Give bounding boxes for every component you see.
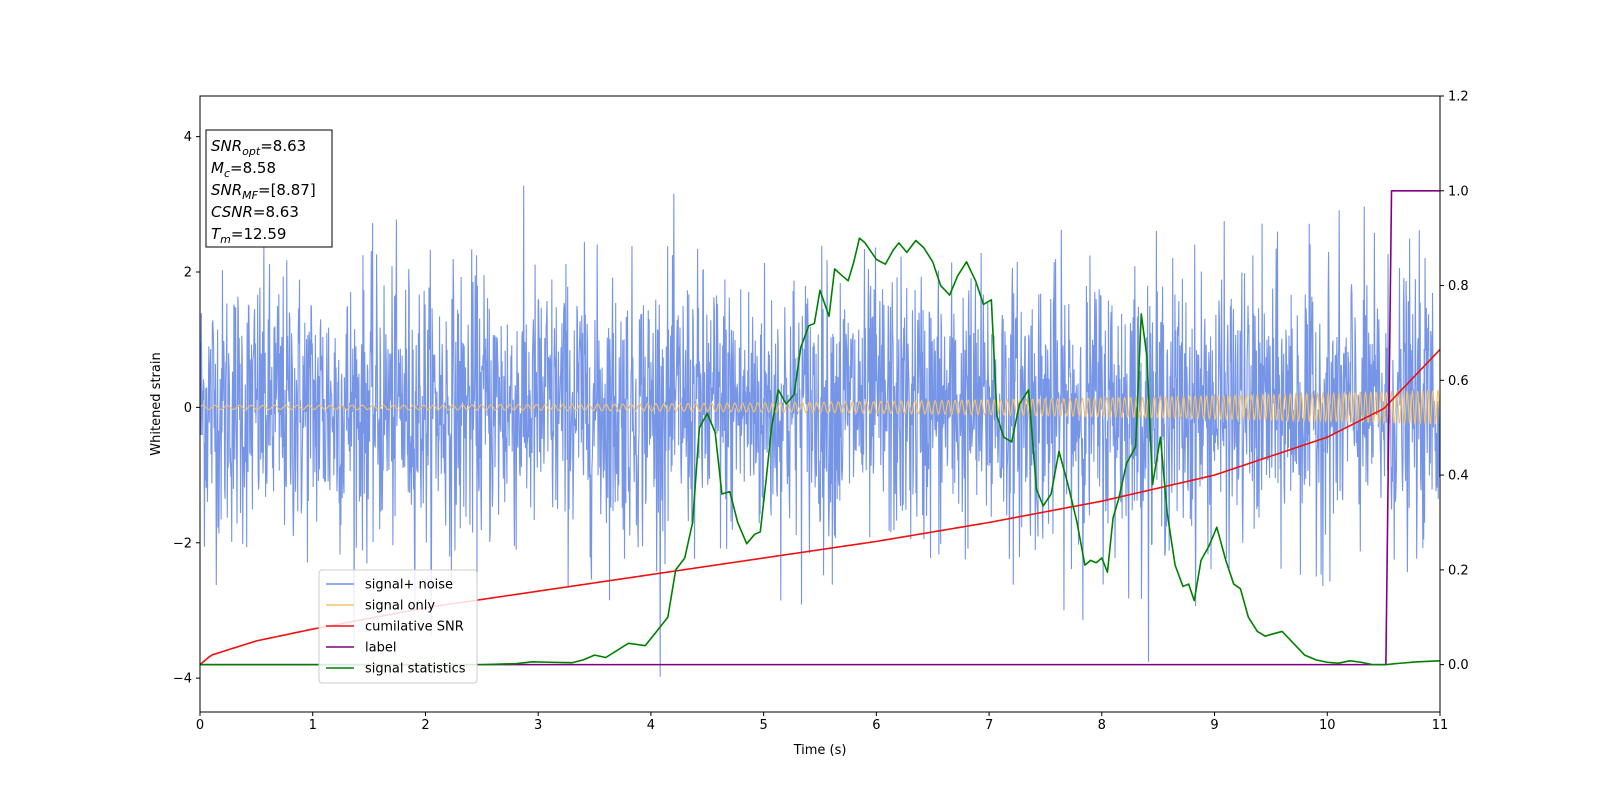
- plot-frame: [199, 95, 1441, 713]
- legend-label-signal-statistics: signal statistics: [365, 662, 466, 677]
- annotation-symbol: SNR: [211, 137, 242, 155]
- legend: signal+ noise signal only cumilative SNR la…: [318, 569, 478, 684]
- x-tick-label: 10: [1319, 718, 1336, 733]
- annotation-line: Tm=12.59: [211, 225, 286, 246]
- annotation-subscript: opt: [242, 145, 261, 158]
- x-axis-ticks: 0 1 2 3 4 5 6 7 8 9 10 11: [196, 712, 1448, 733]
- annotation-subscript: c: [224, 167, 230, 180]
- annotation-value: =12.59: [231, 225, 287, 243]
- x-tick-label: 9: [1210, 718, 1218, 733]
- series-signal-noise: [200, 185, 1440, 677]
- parameter-annotation-box: SNRopt=8.63Mc=8.58SNRMF=[8.87]CSNR=8.63T…: [205, 129, 333, 248]
- x-tick-label: 2: [421, 718, 429, 733]
- right-y-tick-label: 0.0: [1448, 658, 1469, 673]
- legend-label-signal-noise: signal+ noise: [365, 578, 453, 593]
- x-tick-label: 7: [985, 718, 993, 733]
- x-tick-label: 8: [1098, 718, 1106, 733]
- annotation-frame: [205, 129, 333, 248]
- series-signal-statistics: [200, 237, 1440, 666]
- legend-label-label: label: [365, 641, 396, 656]
- legend-frame: [318, 569, 478, 684]
- annotation-subscript: MF: [242, 189, 258, 202]
- left-y-tick-label: 0: [184, 401, 192, 416]
- series-signal-only: [200, 388, 1440, 426]
- annotation-symbol: T: [211, 225, 222, 243]
- annotation-value: =8.63: [260, 137, 306, 155]
- annotation-symbol: CSNR: [211, 203, 253, 221]
- x-tick-label: 5: [759, 718, 767, 733]
- left-y-axis-ticks: −4 −2 0 2 4: [173, 130, 200, 687]
- left-y-tick-label: −4: [173, 672, 192, 687]
- right-y-axis-ticks: 0.0 0.2 0.4 0.6 0.8 1.0 1.2: [1440, 90, 1469, 673]
- annotation-line: SNRMF=[8.87]: [211, 181, 316, 202]
- legend-label-signal-only: signal only: [365, 599, 435, 614]
- x-tick-label: 11: [1432, 718, 1449, 733]
- x-tick-label: 3: [534, 718, 542, 733]
- left-y-tick-label: −2: [173, 536, 192, 551]
- x-tick-label: 6: [872, 718, 880, 733]
- left-y-tick-label: 2: [184, 266, 192, 281]
- right-y-tick-label: 1.0: [1448, 184, 1469, 199]
- y-axis-label: Whitened strain: [149, 352, 164, 455]
- left-y-tick-label: 4: [184, 130, 192, 145]
- series-label: [200, 189, 1440, 666]
- annotation-value: =8.58: [230, 159, 276, 177]
- right-y-tick-label: 1.2: [1448, 90, 1469, 105]
- annotation-value: =8.63: [253, 203, 299, 221]
- right-y-tick-label: 0.6: [1448, 374, 1469, 389]
- x-tick-label: 1: [309, 718, 317, 733]
- annotation-value: =[8.87]: [258, 181, 316, 199]
- right-y-tick-label: 0.8: [1448, 279, 1469, 294]
- right-y-tick-label: 0.4: [1448, 469, 1469, 484]
- annotation-symbol: M: [211, 159, 224, 177]
- annotation-line: CSNR=8.63: [211, 203, 299, 221]
- x-tick-label: 0: [196, 718, 204, 733]
- x-tick-label: 4: [647, 718, 655, 733]
- annotation-line: Mc=8.58: [211, 159, 276, 180]
- annotation-symbol: SNR: [211, 181, 242, 199]
- annotation-subscript: m: [220, 233, 231, 246]
- series-layer: [200, 185, 1440, 677]
- annotation-line: SNRopt=8.63: [211, 137, 306, 158]
- right-y-tick-label: 0.2: [1448, 563, 1469, 578]
- x-axis-label: Time (s): [793, 743, 847, 758]
- legend-label-cumilative-snr: cumilative SNR: [365, 620, 464, 635]
